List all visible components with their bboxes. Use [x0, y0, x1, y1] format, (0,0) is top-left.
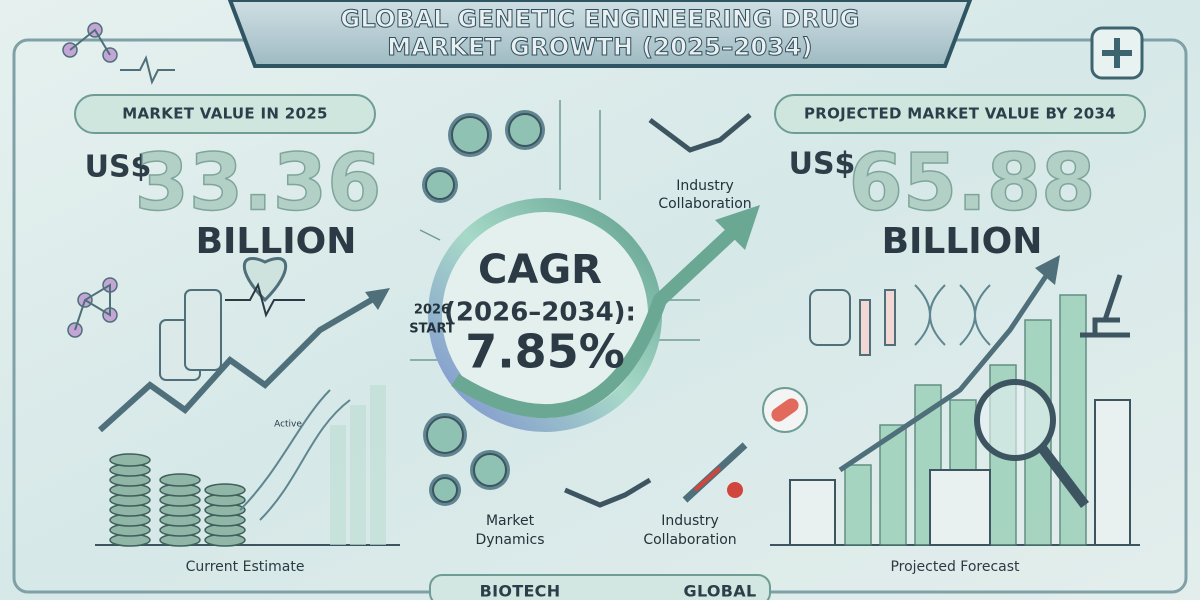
driver-label: Industry	[661, 513, 719, 529]
title: GLOBAL GENETIC ENGINEERING DRUG	[340, 5, 859, 33]
caption: Current Estimate	[186, 559, 305, 575]
molecule-bond	[69, 28, 111, 56]
driver-label: Collaboration	[643, 532, 736, 548]
gear-core	[508, 113, 542, 147]
cagr-period: (2026–2034):	[444, 298, 636, 328]
title: MARKET GROWTH (2025–2034)	[387, 33, 813, 61]
market-value: 65.88	[849, 138, 1096, 228]
syringe-icon	[859, 299, 871, 356]
vial	[184, 289, 222, 371]
deco-bar	[370, 385, 386, 545]
building	[929, 469, 991, 546]
label-pill	[774, 94, 1146, 134]
driver-label: Industry	[676, 178, 734, 194]
title-banner	[227, 0, 973, 68]
unit: BILLION	[196, 221, 357, 262]
pulse	[225, 282, 305, 318]
magnifier-handle	[1038, 444, 1089, 509]
cagr-label: CAGR	[478, 247, 602, 293]
footer-tab: GLOBAL	[684, 582, 757, 600]
handshake	[648, 113, 752, 153]
coin	[204, 483, 246, 497]
arrow-head	[715, 205, 760, 250]
circuit	[419, 229, 441, 241]
gear-core	[473, 453, 507, 487]
arrow-head	[365, 288, 390, 310]
handshake	[564, 477, 652, 508]
arrow-head	[1035, 255, 1060, 285]
cagr-value: 7.85%	[465, 325, 625, 379]
currency: US$	[85, 150, 152, 185]
caption: Projected Forecast	[890, 559, 1020, 575]
capsule	[771, 398, 799, 422]
syringe-fill	[693, 466, 722, 492]
gear-core	[425, 170, 455, 200]
currency: US$	[789, 147, 856, 182]
magnifier	[974, 379, 1056, 461]
microscope	[1080, 274, 1130, 338]
lab-tank	[809, 289, 851, 346]
coin	[159, 473, 201, 487]
panel-label: MARKET VALUE IN 2025	[122, 105, 327, 123]
syringe-icon	[884, 289, 896, 346]
footer-bar	[429, 574, 771, 600]
dna	[259, 399, 351, 521]
panel-label: PROJECTED MARKET VALUE BY 2034	[804, 105, 1116, 123]
label-pill	[74, 94, 376, 134]
building	[1094, 399, 1131, 546]
unit: BILLION	[882, 221, 1043, 262]
driver-label: Collaboration	[658, 196, 751, 212]
decoration	[62, 22, 1140, 547]
deco-bar	[879, 424, 907, 546]
deco-bar	[330, 425, 346, 545]
growth-arrow	[451, 224, 740, 419]
dna	[914, 284, 946, 346]
dna	[239, 389, 331, 511]
dna	[959, 284, 991, 346]
trend-line	[97, 292, 382, 433]
gear-core	[426, 416, 464, 454]
start-label: START	[409, 322, 455, 337]
deco-bar	[844, 464, 872, 546]
driver-label: Dynamics	[475, 532, 544, 548]
building	[789, 479, 836, 546]
heart	[242, 256, 288, 303]
footer-tab: BIOTECH	[480, 582, 561, 600]
molecule-bond	[74, 283, 111, 331]
annotation: Active	[274, 420, 302, 430]
pulse	[120, 55, 175, 85]
drop	[727, 482, 743, 498]
gear-core	[432, 477, 458, 503]
coin	[109, 453, 151, 467]
driver-label: Market	[486, 513, 535, 529]
trend-line	[838, 268, 1053, 473]
gear-core	[451, 116, 489, 154]
plus-sign	[1102, 38, 1132, 68]
start-label: 2026	[414, 303, 450, 318]
deco-bar	[350, 405, 366, 545]
market-value: 33.36	[135, 138, 382, 228]
